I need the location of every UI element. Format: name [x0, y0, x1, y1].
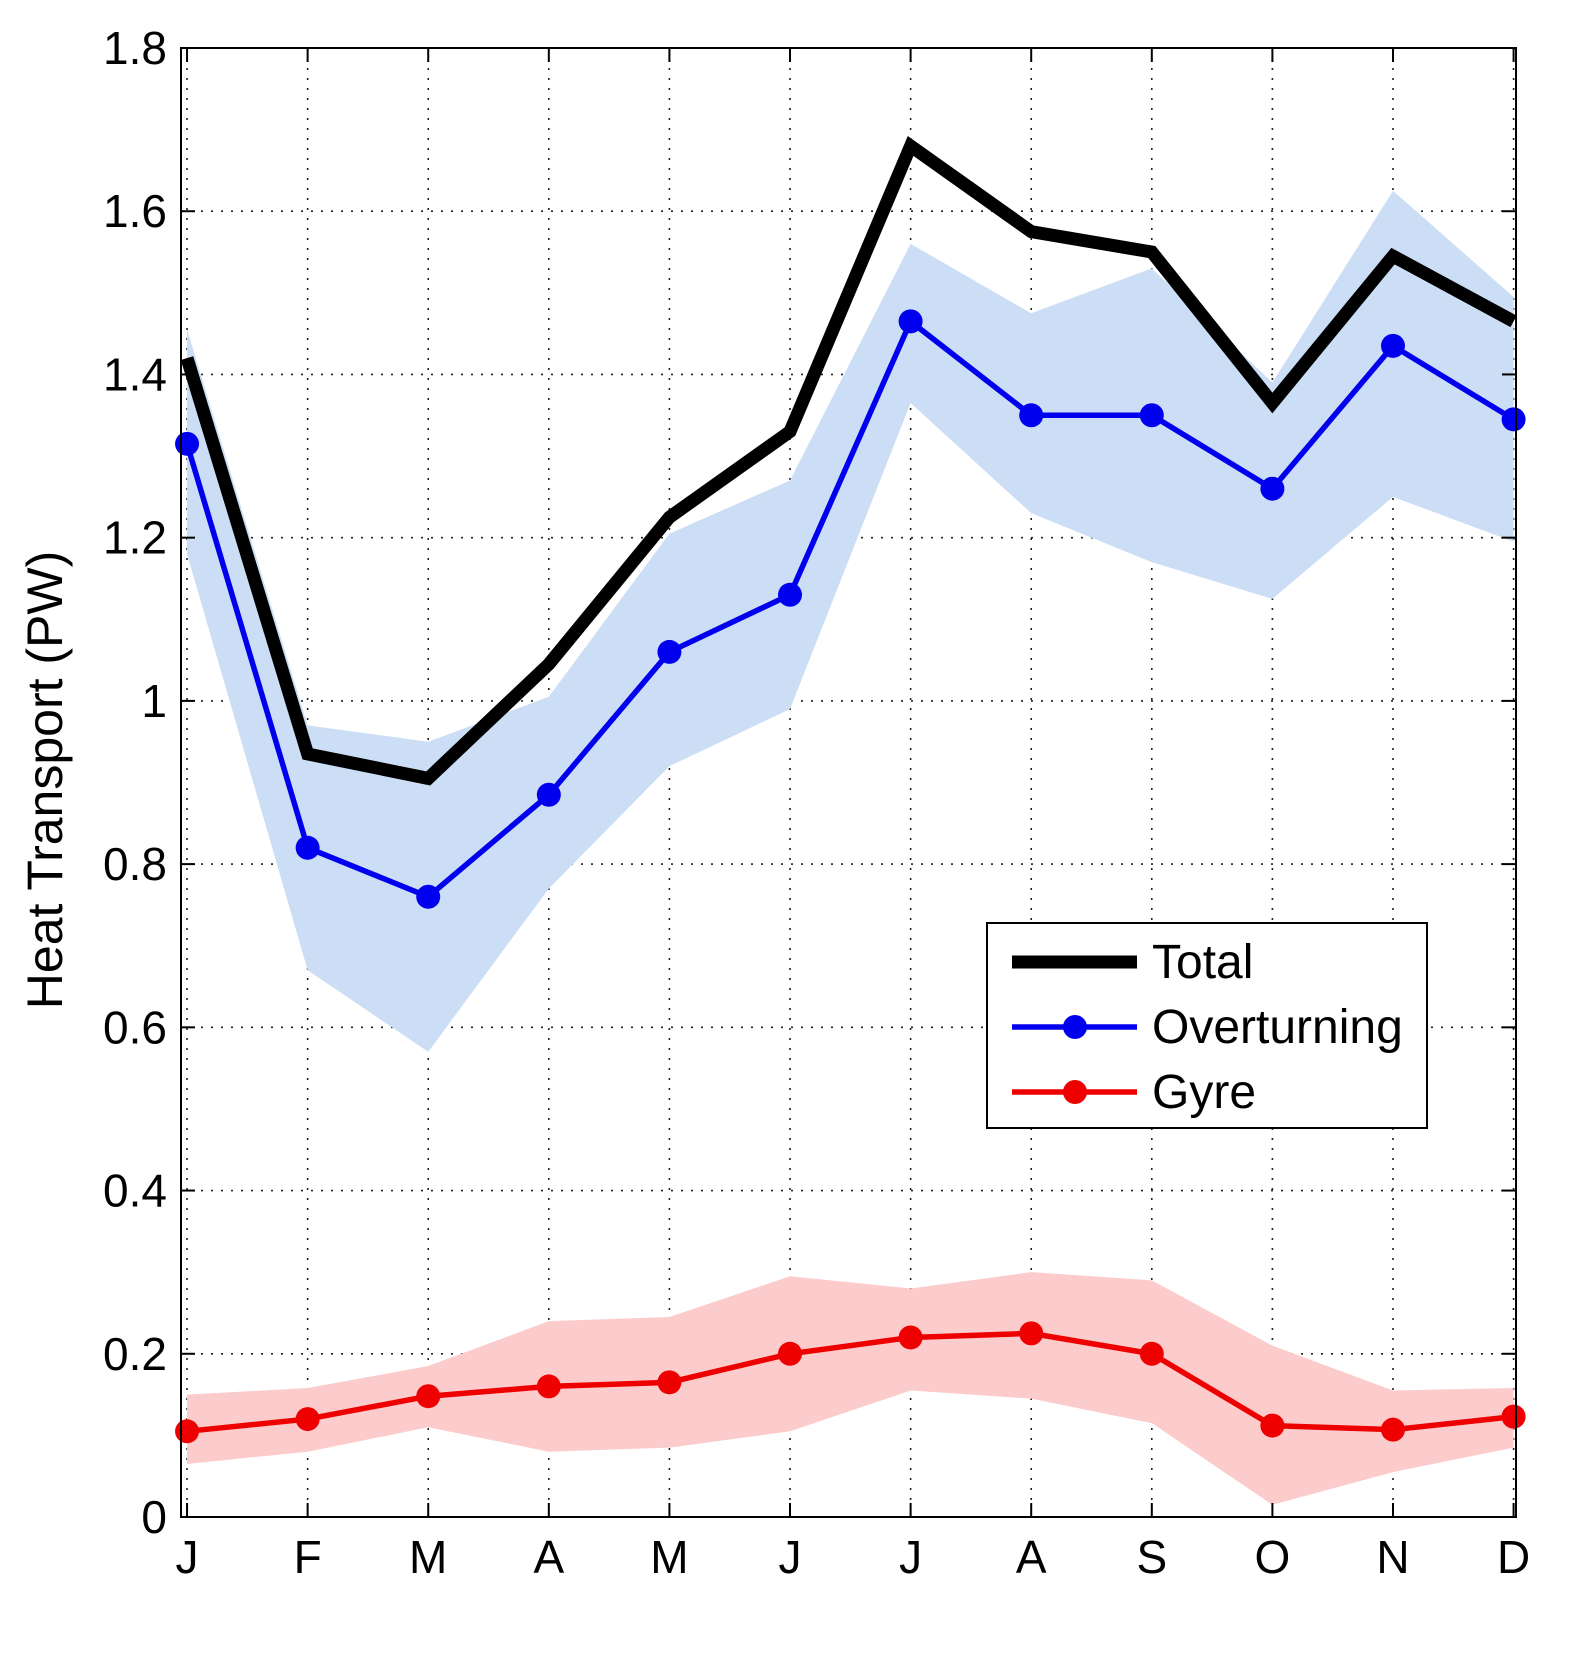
overturning-point — [295, 835, 320, 860]
overturning-band — [187, 190, 1514, 1052]
legend-gyre-label: Gyre — [1152, 1066, 1256, 1119]
axes-layer: 0 0.2 0.4 0.6 0.8 1 1.2 1.4 1.6 1.8 J F M A M J J A S O N D — [103, 22, 1530, 1583]
legend-gyre-marker — [1063, 1080, 1087, 1104]
y-tick-label: 1.4 — [103, 348, 167, 400]
y-tick-label: 0.4 — [103, 1165, 167, 1217]
y-tick-label: 0.8 — [103, 838, 167, 890]
gyre-point — [1139, 1341, 1164, 1366]
x-tick-label: J — [779, 1531, 802, 1583]
y-tick-label: 1.6 — [103, 185, 167, 237]
x-tick-label: J — [899, 1531, 922, 1583]
y-tick-label: 0.6 — [103, 1001, 167, 1053]
x-tick-label: N — [1376, 1531, 1409, 1583]
gyre-point — [416, 1384, 441, 1409]
gyre-point — [295, 1407, 320, 1432]
overturning-point — [657, 639, 682, 664]
legend: Total Overturning Gyre — [986, 922, 1428, 1129]
y-tick-label: 1.8 — [103, 22, 167, 74]
overturning-point — [536, 782, 561, 807]
y-axis-label: Heat Transport (PW) — [17, 551, 73, 1009]
overturning-line — [184, 317, 1516, 900]
gyre-point — [175, 1419, 200, 1444]
x-tick-label: M — [409, 1531, 447, 1583]
x-tick-label: M — [650, 1531, 688, 1583]
x-tick-label: A — [533, 1531, 564, 1583]
band-layer — [187, 190, 1514, 1505]
overturning-point — [1260, 476, 1285, 501]
y-tick-label: 0.2 — [103, 1328, 167, 1380]
line-layer — [175, 135, 1526, 1444]
plot-frame — [180, 47, 1517, 1518]
overturning-point — [416, 884, 441, 909]
y-tick-label: 1 — [141, 675, 167, 727]
x-tick-label: O — [1255, 1531, 1291, 1583]
legend-total-label: Total — [1152, 936, 1253, 989]
legend-overturning-marker — [1063, 1015, 1087, 1039]
gyre-point — [898, 1325, 923, 1350]
x-tick-label: F — [294, 1531, 322, 1583]
overturning-point — [778, 582, 803, 607]
x-tick-label: S — [1136, 1531, 1167, 1583]
overturning-point — [1139, 403, 1164, 428]
legend-overturning-label: Overturning — [1152, 1001, 1403, 1054]
x-tick-label: A — [1016, 1531, 1047, 1583]
gyre-point — [1019, 1321, 1044, 1346]
y-tick-label: 0 — [141, 1491, 167, 1543]
overturning-point — [1019, 403, 1044, 428]
overturning-point — [1380, 333, 1405, 358]
gyre-point — [778, 1341, 803, 1366]
x-tick-label: J — [176, 1531, 199, 1583]
total-line — [180, 135, 1517, 786]
gyre-point — [1501, 1404, 1526, 1429]
x-tick-label: D — [1497, 1531, 1530, 1583]
overturning-point — [175, 431, 200, 456]
gyre-band — [187, 1272, 1514, 1505]
gyre-point — [536, 1374, 561, 1399]
gyre-point — [1380, 1417, 1405, 1442]
gyre-line — [186, 1330, 1514, 1435]
legend-items: Total Overturning Gyre — [1012, 936, 1403, 1119]
gyre-point — [1260, 1413, 1285, 1438]
gyre-point — [657, 1370, 682, 1395]
y-tick-label: 1.2 — [103, 512, 167, 564]
overturning-point — [898, 309, 923, 334]
overturning-point — [1501, 407, 1526, 432]
